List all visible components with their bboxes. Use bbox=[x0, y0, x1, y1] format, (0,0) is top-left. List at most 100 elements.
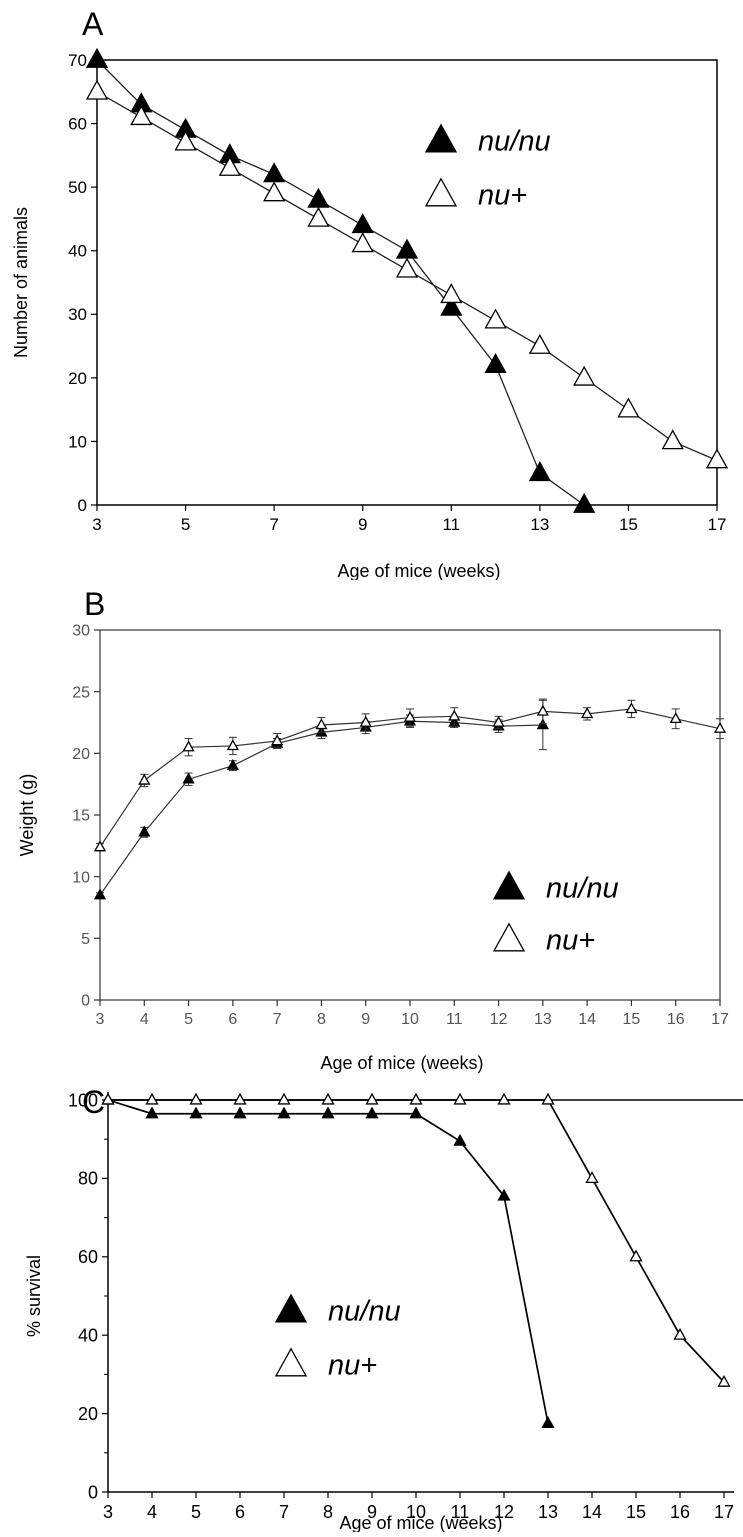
panel-a: A 0 10 20 30 40 50 60 70 3 5 7 9 11 13 15 17 Age of mice… bbox=[0, 0, 743, 581]
x-tick-label: 3 bbox=[92, 515, 101, 534]
data-point-nu-nu bbox=[145, 1106, 159, 1119]
legend-marker-nu-nu bbox=[424, 123, 458, 153]
y-axis-label: % survival bbox=[24, 1255, 44, 1337]
x-tick-label: 17 bbox=[711, 1011, 729, 1028]
panel-letter-b: B bbox=[84, 586, 106, 622]
data-point-nu-plus bbox=[189, 1092, 203, 1105]
x-tick-label: 10 bbox=[406, 1502, 426, 1522]
data-point-nu-plus bbox=[528, 333, 551, 354]
data-point-nu-nu bbox=[138, 825, 151, 837]
x-tick-label: 7 bbox=[273, 1011, 282, 1028]
data-point-nu-plus bbox=[359, 715, 372, 727]
data-point-nu-plus bbox=[263, 181, 286, 202]
data-point-nu-plus bbox=[669, 712, 682, 724]
x-tick-label: 15 bbox=[626, 1502, 646, 1522]
x-axis-label: Age of mice (weeks) bbox=[339, 1513, 502, 1532]
legend-label-nu-nu: nu/nu bbox=[546, 873, 619, 905]
data-point-nu-plus bbox=[226, 739, 239, 751]
y-tick-label: 60 bbox=[78, 1247, 98, 1267]
x-tick-label: 15 bbox=[623, 1011, 641, 1028]
data-point-nu-plus bbox=[182, 740, 195, 752]
series-line-nu-nu bbox=[99, 720, 543, 896]
data-point-nu-plus bbox=[453, 1092, 467, 1105]
legend-label-nu-nu: nu/nu bbox=[478, 126, 551, 158]
data-point-nu-plus bbox=[573, 365, 596, 386]
data-point-nu-plus bbox=[625, 702, 638, 714]
legend-marker-nu-nu bbox=[492, 870, 526, 900]
panel-c: C 0 20 40 60 80 100 3 4 5 6 7 8 9 10 11 12 13 14 15 16 17 Age… bbox=[0, 1080, 743, 1533]
data-point-nu-nu bbox=[573, 492, 596, 513]
data-point-nu-plus bbox=[130, 105, 153, 126]
series-line-nu-plus bbox=[108, 1099, 725, 1383]
x-tick-label: 9 bbox=[361, 1011, 370, 1028]
x-tick-label: 4 bbox=[140, 1011, 149, 1028]
data-point-nu-plus bbox=[492, 715, 505, 727]
data-point-nu-nu bbox=[528, 461, 551, 482]
legend-marker-nu-plus bbox=[492, 922, 526, 952]
x-tick-label: 11 bbox=[446, 1011, 463, 1028]
y-tick-label: 20 bbox=[68, 369, 87, 388]
legend-label-nu-plus: nu+ bbox=[328, 1350, 377, 1382]
y-tick-label: 0 bbox=[88, 1482, 98, 1502]
x-tick-label: 4 bbox=[147, 1502, 157, 1522]
data-point-nu-plus bbox=[233, 1092, 247, 1105]
x-axis-label: Age of mice (weeks) bbox=[337, 561, 500, 580]
data-point-nu-nu bbox=[453, 1133, 467, 1146]
x-tick-label: 8 bbox=[317, 1011, 326, 1028]
data-point-nu-nu bbox=[541, 1416, 555, 1429]
panel-letter-a: A bbox=[82, 6, 104, 42]
x-tick-label: 3 bbox=[96, 1011, 105, 1028]
x-tick-label: 6 bbox=[228, 1011, 237, 1028]
panel-b: B 0 5 10 15 20 25 30 3 4 5 6 7 8 9 10 11 12 13 14 15 16 17 Age… bbox=[0, 580, 743, 1080]
data-point-nu-plus bbox=[138, 773, 151, 785]
x-tick-label: 10 bbox=[401, 1011, 419, 1028]
legend-marker-nu-nu bbox=[274, 1293, 308, 1323]
x-tick-label: 12 bbox=[490, 1011, 508, 1028]
x-tick-label: 17 bbox=[714, 1502, 734, 1522]
data-point-nu-plus bbox=[395, 257, 419, 278]
data-point-nu-plus bbox=[145, 1092, 159, 1105]
y-tick-label: 20 bbox=[72, 746, 90, 763]
x-tick-label: 17 bbox=[708, 515, 727, 534]
plot-frame bbox=[99, 629, 721, 1001]
data-point-nu-plus bbox=[629, 1249, 643, 1262]
y-tick-label: 100 bbox=[68, 1090, 98, 1110]
data-point-nu-plus bbox=[673, 1327, 687, 1340]
y-tick-label: 60 bbox=[68, 115, 87, 134]
data-point-nu-plus bbox=[705, 448, 729, 469]
data-point-nu-nu bbox=[182, 772, 195, 784]
data-point-nu-plus bbox=[315, 718, 328, 730]
x-tick-label: 8 bbox=[323, 1502, 333, 1522]
data-point-nu-plus bbox=[365, 1092, 379, 1105]
data-point-nu-plus bbox=[307, 206, 330, 227]
chart-a: 0 10 20 30 40 50 60 70 3 5 7 9 11 13 15 17 Age of mice (… bbox=[11, 47, 729, 581]
data-point-nu-plus bbox=[218, 155, 241, 176]
y-tick-label: 30 bbox=[68, 305, 87, 324]
x-tick-label: 16 bbox=[670, 1502, 690, 1522]
data-point-nu-plus bbox=[661, 429, 684, 450]
data-point-nu-plus bbox=[536, 704, 549, 716]
x-tick-label: 7 bbox=[269, 515, 278, 534]
chart-c: 0 20 40 60 80 100 3 4 5 6 7 8 9 10 11 12 13 14 15 16 17 Age o… bbox=[24, 1090, 743, 1533]
x-tick-label: 16 bbox=[667, 1011, 685, 1028]
plot-frame bbox=[96, 59, 718, 506]
data-point-nu-plus bbox=[85, 79, 109, 100]
x-tick-label: 6 bbox=[235, 1502, 245, 1522]
data-point-nu-nu bbox=[395, 238, 419, 259]
y-tick-label: 5 bbox=[81, 931, 90, 948]
y-tick-label: 0 bbox=[78, 496, 87, 515]
y-tick-label: 20 bbox=[78, 1404, 98, 1424]
y-axis-label: Weight (g) bbox=[17, 774, 37, 857]
data-point-nu-nu bbox=[365, 1106, 379, 1119]
data-point-nu-plus bbox=[101, 1092, 115, 1105]
y-tick-label: 50 bbox=[68, 178, 87, 197]
data-point-nu-nu bbox=[85, 47, 109, 68]
data-point-nu-plus bbox=[440, 283, 463, 304]
x-tick-label: 13 bbox=[530, 515, 549, 534]
data-point-nu-plus bbox=[409, 1092, 423, 1105]
panel-letter-c: C bbox=[82, 1084, 106, 1120]
x-tick-label: 9 bbox=[358, 515, 367, 534]
legend-label-nu-nu: nu/nu bbox=[328, 1296, 401, 1328]
data-point-nu-plus bbox=[541, 1092, 555, 1105]
data-point-nu-nu bbox=[93, 888, 107, 900]
